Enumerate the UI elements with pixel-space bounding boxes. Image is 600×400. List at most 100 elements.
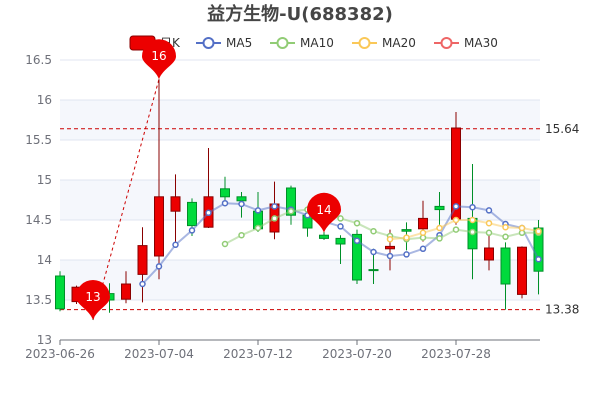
candle bbox=[319, 232, 329, 240]
ma-point bbox=[535, 227, 542, 235]
candle bbox=[154, 79, 164, 280]
ma-point bbox=[172, 241, 179, 249]
mark-point-pin: 16 bbox=[142, 39, 176, 80]
ma-point bbox=[221, 240, 229, 248]
ma-line bbox=[389, 219, 539, 241]
ma-point bbox=[238, 200, 245, 208]
grid-band bbox=[60, 100, 540, 140]
candles bbox=[55, 79, 544, 320]
ma-point bbox=[254, 207, 262, 214]
pin-shape bbox=[307, 192, 341, 233]
mark-point-pin: 14 bbox=[307, 192, 341, 233]
candle-body bbox=[352, 233, 362, 281]
ma-point bbox=[469, 216, 476, 224]
legend-circle-icon bbox=[276, 37, 289, 49]
ma-point bbox=[139, 280, 146, 288]
legend-item-ma30[interactable]: MA30 bbox=[434, 36, 498, 50]
ma-series-ma20 bbox=[386, 216, 542, 243]
ma-point bbox=[403, 234, 410, 241]
y-tick-label: 16.5 bbox=[25, 53, 52, 67]
candle-body bbox=[335, 237, 346, 245]
y-tick-label: 13.5 bbox=[25, 293, 52, 307]
x-tick-label: 2023-07-12 bbox=[223, 347, 293, 361]
ma-point bbox=[370, 248, 377, 256]
ma-point bbox=[452, 226, 460, 233]
y-tick-label: 16 bbox=[37, 93, 52, 107]
legend-label: MA30 bbox=[464, 36, 498, 50]
ma-point bbox=[205, 209, 212, 217]
pin-label: 16 bbox=[151, 49, 166, 63]
ma-point bbox=[287, 207, 295, 215]
candle-body bbox=[385, 245, 395, 250]
x-tick-label: 2023-07-04 bbox=[124, 347, 194, 361]
pin-shape bbox=[142, 39, 176, 80]
pin-shape bbox=[76, 280, 110, 320]
y-axis: 13 13.5 14 14.5 15 15.5 16 16.5 bbox=[25, 53, 52, 347]
candle bbox=[170, 174, 181, 242]
legend[interactable]: 日K MA5 MA10 MA20 MA30 bbox=[129, 35, 498, 51]
legend-item-ma10[interactable]: MA10 bbox=[270, 36, 334, 50]
ma-point bbox=[353, 219, 361, 227]
ma-point bbox=[485, 219, 493, 227]
ma-point bbox=[502, 223, 509, 231]
ma-point bbox=[469, 228, 476, 236]
ma-point bbox=[386, 252, 394, 260]
legend-item-ma20[interactable]: MA20 bbox=[352, 36, 416, 50]
ma-point bbox=[238, 231, 245, 239]
ma-point bbox=[386, 235, 394, 243]
candle-body bbox=[170, 196, 181, 212]
ma-point bbox=[155, 263, 163, 270]
mark-points: 16 13 14 bbox=[76, 39, 341, 320]
y-tick-label: 14.5 bbox=[25, 213, 52, 227]
candle-body bbox=[121, 283, 131, 300]
ma-point bbox=[337, 223, 344, 230]
candle bbox=[484, 233, 494, 271]
candle-body bbox=[434, 205, 445, 211]
ma-point bbox=[271, 203, 278, 210]
legend-item-日k[interactable]: 日K bbox=[129, 35, 181, 51]
ma-point bbox=[419, 245, 427, 253]
ma-point bbox=[419, 229, 427, 237]
candle bbox=[121, 271, 131, 304]
legend-label: MA20 bbox=[382, 36, 416, 50]
x-tick-label: 2023-06-26 bbox=[25, 347, 95, 361]
candle-body bbox=[187, 201, 197, 227]
candle bbox=[517, 246, 527, 299]
candle-body bbox=[55, 275, 65, 310]
candle-body bbox=[418, 217, 428, 230]
ma-point bbox=[436, 235, 443, 242]
candle bbox=[220, 176, 230, 204]
y-tick-label: 15.5 bbox=[25, 133, 52, 147]
y-tick-label: 15 bbox=[37, 173, 52, 187]
ma-point bbox=[188, 227, 196, 234]
candle bbox=[137, 227, 148, 303]
ma-point bbox=[452, 203, 460, 210]
ma-point bbox=[469, 203, 476, 211]
legend-label: MA5 bbox=[226, 36, 252, 50]
x-tick-label: 2023-07-20 bbox=[322, 347, 392, 361]
candle-body bbox=[484, 247, 494, 261]
ma-point bbox=[370, 227, 377, 235]
ma-point bbox=[452, 216, 460, 224]
x-axis: 2023-06-26 2023-07-04 2023-07-12 2023-07-20… bbox=[25, 339, 540, 361]
candle-body bbox=[517, 246, 527, 295]
candle bbox=[335, 235, 346, 264]
candle-body bbox=[220, 188, 230, 198]
mark-line-label: 15.64 bbox=[545, 122, 579, 136]
legend-circle-icon bbox=[440, 37, 453, 49]
ma-lines bbox=[139, 199, 542, 288]
legend-circle-icon bbox=[358, 37, 371, 49]
candle bbox=[434, 192, 445, 225]
candle bbox=[500, 242, 511, 310]
candle-body bbox=[137, 245, 148, 275]
ma-point bbox=[221, 199, 229, 207]
legend-circle-icon bbox=[202, 37, 215, 49]
candle-body bbox=[154, 196, 164, 257]
candle bbox=[286, 185, 296, 225]
ma-point bbox=[485, 229, 493, 237]
ma-point bbox=[485, 207, 493, 214]
candle-body bbox=[401, 229, 412, 232]
y-tick-label: 14 bbox=[37, 253, 52, 267]
legend-item-ma5[interactable]: MA5 bbox=[196, 36, 252, 50]
